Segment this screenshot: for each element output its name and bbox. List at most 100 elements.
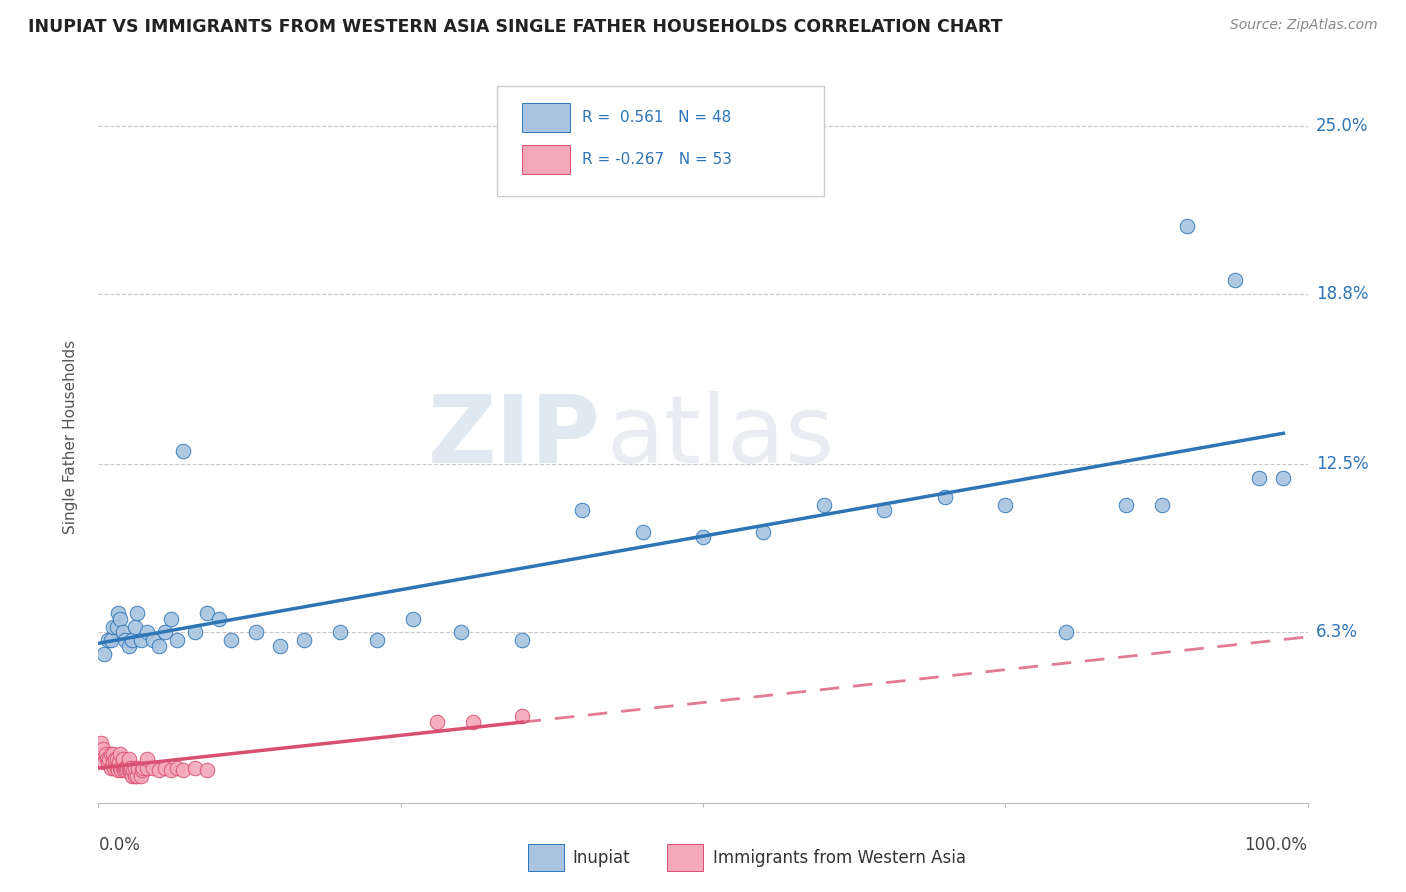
Point bbox=[994, 498, 1017, 512]
Text: 25.0%: 25.0% bbox=[1316, 117, 1368, 135]
Point bbox=[450, 625, 472, 640]
Point bbox=[195, 606, 218, 620]
FancyBboxPatch shape bbox=[498, 86, 824, 195]
Point bbox=[160, 611, 183, 625]
Point bbox=[121, 633, 143, 648]
Point bbox=[105, 761, 128, 775]
Point bbox=[245, 625, 267, 640]
Point bbox=[91, 741, 114, 756]
Point bbox=[292, 633, 315, 648]
Point bbox=[934, 490, 956, 504]
Text: R =  0.561   N = 48: R = 0.561 N = 48 bbox=[582, 110, 731, 125]
Point bbox=[873, 503, 896, 517]
Point bbox=[631, 524, 654, 539]
Point bbox=[108, 611, 131, 625]
Point bbox=[142, 761, 165, 775]
Text: 6.3%: 6.3% bbox=[1316, 624, 1358, 641]
Point bbox=[127, 769, 149, 783]
Point bbox=[692, 530, 714, 544]
Point bbox=[166, 633, 188, 648]
Point bbox=[110, 764, 132, 778]
Point bbox=[114, 761, 136, 775]
Point bbox=[329, 625, 352, 640]
Point bbox=[1115, 498, 1137, 512]
Point bbox=[107, 606, 129, 620]
Text: Source: ZipAtlas.com: Source: ZipAtlas.com bbox=[1230, 18, 1378, 32]
Point bbox=[108, 747, 131, 761]
Point bbox=[208, 611, 231, 625]
Point bbox=[105, 620, 128, 634]
Y-axis label: Single Father Households: Single Father Households bbox=[63, 340, 77, 534]
Point bbox=[366, 633, 388, 648]
Point bbox=[195, 764, 218, 778]
Point bbox=[98, 752, 121, 766]
Point bbox=[111, 625, 134, 640]
Point bbox=[131, 764, 153, 778]
Bar bbox=[527, 845, 564, 871]
Point bbox=[105, 752, 128, 766]
Point bbox=[111, 761, 134, 775]
Text: R = -0.267   N = 53: R = -0.267 N = 53 bbox=[582, 152, 733, 167]
Text: Immigrants from Western Asia: Immigrants from Western Asia bbox=[713, 848, 966, 867]
Point bbox=[100, 761, 122, 775]
Point bbox=[160, 764, 183, 778]
Point bbox=[94, 747, 117, 761]
Point bbox=[426, 714, 449, 729]
Point bbox=[153, 625, 176, 640]
Point bbox=[269, 639, 291, 653]
Point bbox=[127, 761, 149, 775]
Point bbox=[752, 524, 775, 539]
Point bbox=[100, 633, 122, 648]
Point bbox=[118, 764, 141, 778]
Text: INUPIAT VS IMMIGRANTS FROM WESTERN ASIA SINGLE FATHER HOUSEHOLDS CORRELATION CHA: INUPIAT VS IMMIGRANTS FROM WESTERN ASIA … bbox=[28, 18, 1002, 36]
Point bbox=[463, 714, 485, 729]
Point bbox=[122, 764, 145, 778]
Point bbox=[813, 498, 835, 512]
Point bbox=[129, 769, 152, 783]
Point bbox=[103, 761, 125, 775]
Point bbox=[118, 752, 141, 766]
Point bbox=[111, 752, 134, 766]
Point bbox=[101, 620, 124, 634]
Bar bbox=[522, 103, 569, 132]
Point bbox=[1175, 219, 1198, 233]
Point bbox=[108, 761, 131, 775]
Text: ZIP: ZIP bbox=[427, 391, 600, 483]
Point bbox=[510, 633, 533, 648]
Point bbox=[100, 747, 122, 761]
Bar bbox=[522, 145, 569, 174]
Text: 12.5%: 12.5% bbox=[1316, 455, 1368, 473]
Point bbox=[120, 761, 142, 775]
Point bbox=[101, 747, 124, 761]
Point bbox=[108, 755, 131, 769]
Point bbox=[135, 761, 157, 775]
Point bbox=[115, 764, 138, 778]
Point bbox=[135, 625, 157, 640]
Text: 0.0%: 0.0% bbox=[98, 836, 141, 854]
Point bbox=[118, 639, 141, 653]
Text: atlas: atlas bbox=[606, 391, 835, 483]
Point bbox=[184, 625, 207, 640]
Bar bbox=[666, 845, 703, 871]
Point bbox=[166, 761, 188, 775]
Point bbox=[184, 761, 207, 775]
Point bbox=[114, 633, 136, 648]
Point bbox=[91, 747, 114, 761]
Point bbox=[112, 764, 135, 778]
Text: 18.8%: 18.8% bbox=[1316, 285, 1368, 302]
Point bbox=[221, 633, 243, 648]
Point bbox=[1152, 498, 1174, 512]
Point bbox=[172, 443, 194, 458]
Point bbox=[121, 769, 143, 783]
Point bbox=[117, 761, 139, 775]
Point bbox=[118, 761, 141, 775]
Point bbox=[172, 764, 194, 778]
Point bbox=[510, 709, 533, 723]
Point bbox=[104, 752, 127, 766]
Point bbox=[96, 752, 118, 766]
Point bbox=[93, 755, 115, 769]
Point bbox=[1054, 625, 1077, 640]
Point bbox=[101, 755, 124, 769]
Point bbox=[107, 764, 129, 778]
Text: Inupiat: Inupiat bbox=[572, 848, 630, 867]
